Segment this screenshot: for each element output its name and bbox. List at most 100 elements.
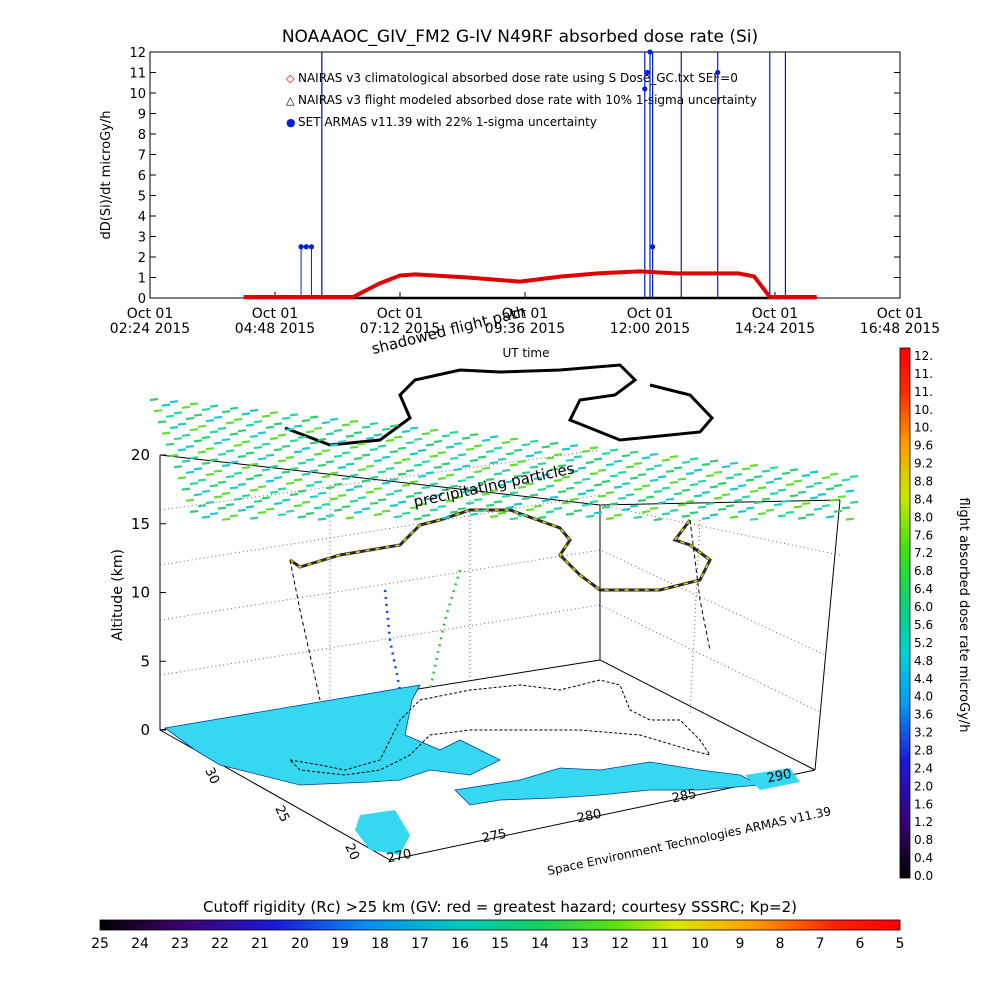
particle-dash xyxy=(333,482,343,486)
altitude-tick-label: 10 xyxy=(131,584,150,602)
particle-dash xyxy=(509,463,519,467)
particle-dash xyxy=(501,468,511,473)
particle-dash xyxy=(429,454,439,458)
particle-dash xyxy=(289,492,299,497)
particle-dash xyxy=(365,490,375,494)
particle-dash xyxy=(229,514,239,518)
particle-dash xyxy=(361,453,371,457)
particle-dash xyxy=(201,407,211,412)
particle-dash xyxy=(193,467,203,471)
particle-dash xyxy=(377,470,387,474)
dose-colorbar-gradient xyxy=(899,347,911,879)
particle-dash xyxy=(737,484,747,488)
particle-dash xyxy=(437,504,447,509)
particle-dash xyxy=(381,427,391,431)
dose-colorbar-tick-label: 2.4 xyxy=(914,761,933,775)
x-tick-label-top: Oct 01 xyxy=(877,306,923,322)
particle-dash xyxy=(721,493,731,497)
rigidity-colorbar-ticks: 25 24 23 22 21 20 19 18 17 16 15 14 13 12 11 10 9 8 7 6 5 xyxy=(91,936,904,952)
particle-dash xyxy=(457,453,467,457)
dose-colorbar-tick-label: 10. xyxy=(914,403,933,417)
y-tick-label: 10 xyxy=(129,87,146,102)
particle-dash xyxy=(217,452,227,456)
flight-3d-view: shadowed flight path precipitating parti… xyxy=(110,302,859,878)
particle-dash xyxy=(801,501,811,506)
rigidity-tick-label: 8 xyxy=(776,936,785,952)
particle-dash xyxy=(445,473,455,477)
x-tick-label-top: Oct 01 xyxy=(252,306,298,322)
particle-dash xyxy=(369,475,379,480)
particle-dash xyxy=(177,448,187,452)
particle-dash xyxy=(209,484,219,488)
y-tick-label: 4 xyxy=(138,210,146,225)
particle-dash xyxy=(601,451,611,456)
legend-entry: NAIRAS v3 flight modeled absorbed dose r… xyxy=(298,93,757,107)
particle-dash xyxy=(185,470,195,474)
particle-dash xyxy=(269,464,279,469)
dose-colorbar-tick-label: 5.6 xyxy=(914,618,933,632)
particle-dash xyxy=(449,456,459,460)
particle-dash xyxy=(793,505,803,509)
rigidity-tick-label: 10 xyxy=(691,936,709,952)
particle-dash xyxy=(345,462,355,466)
particle-dash xyxy=(789,468,799,472)
particle-dash xyxy=(313,506,323,510)
particle-dash xyxy=(197,424,207,428)
particle-dash xyxy=(169,400,179,404)
dose-colorbar-tick-label: 7.6 xyxy=(914,528,933,542)
dose-colorbar-tick-label: 0.0 xyxy=(914,869,933,883)
particle-dash xyxy=(729,515,739,519)
particle-dash xyxy=(545,510,555,514)
particle-dash xyxy=(749,489,759,493)
particle-dash xyxy=(565,458,575,462)
particle-dash xyxy=(413,463,423,467)
particle-dash xyxy=(669,508,679,513)
particle-dash xyxy=(265,507,275,511)
particle-dash xyxy=(697,479,707,483)
particle-dash xyxy=(173,465,183,469)
particle-dash xyxy=(297,489,307,493)
particle-dash xyxy=(161,431,171,435)
rigidity-tick-label: 13 xyxy=(571,936,589,952)
dose-colorbar-tick-label: 6.4 xyxy=(914,582,933,596)
particle-dash xyxy=(461,464,471,468)
particle-dash xyxy=(253,420,263,424)
particle-dash xyxy=(197,478,207,482)
particle-dash xyxy=(505,505,515,510)
dose-colorbar-tick-label: 1.6 xyxy=(914,797,933,811)
particle-dash xyxy=(613,459,623,463)
particle-dash xyxy=(185,444,195,449)
particle-dash xyxy=(749,517,759,521)
dose-colorbar-tick-label: 3.6 xyxy=(914,708,933,722)
particle-dash xyxy=(797,490,807,494)
particle-dash xyxy=(449,484,459,488)
dose-colorbar-tick-label: 11. xyxy=(914,367,933,381)
particle-dash xyxy=(729,461,739,465)
chart-title: NOAAAOC_GIV_FM2 G-IV N49RF absorbed dose… xyxy=(282,27,758,47)
particle-dash xyxy=(357,496,367,500)
particle-dash xyxy=(305,458,315,462)
particle-dash xyxy=(637,473,647,477)
east-island-shape xyxy=(745,768,800,790)
particle-dash xyxy=(757,512,767,516)
particle-dash xyxy=(673,466,683,470)
particle-dash xyxy=(233,417,243,422)
particle-dash xyxy=(645,495,655,499)
particle-dash xyxy=(429,482,439,486)
particle-dash xyxy=(509,517,519,521)
particle-dash xyxy=(341,451,351,455)
x-tick-label-top: Oct 01 xyxy=(752,306,798,322)
particle-dash xyxy=(721,465,731,469)
particle-dash xyxy=(741,467,751,471)
particle-dash xyxy=(489,489,499,493)
particle-dash xyxy=(461,436,471,440)
particle-dash xyxy=(349,473,359,477)
rigidity-tick-label: 11 xyxy=(651,936,669,952)
particle-dash xyxy=(421,485,431,490)
particle-dash xyxy=(605,491,615,495)
particle-dash xyxy=(553,453,563,457)
dose-colorbar-tick-label: 9.2 xyxy=(914,457,933,471)
particle-dash xyxy=(765,508,775,512)
particle-dash xyxy=(641,510,651,514)
dose-colorbar-ticks: 12. 11. 11. 10. 10. 9.6 9.2 8.8 8.4 8.0 7.6 7.2 6.8 6… xyxy=(914,349,933,883)
